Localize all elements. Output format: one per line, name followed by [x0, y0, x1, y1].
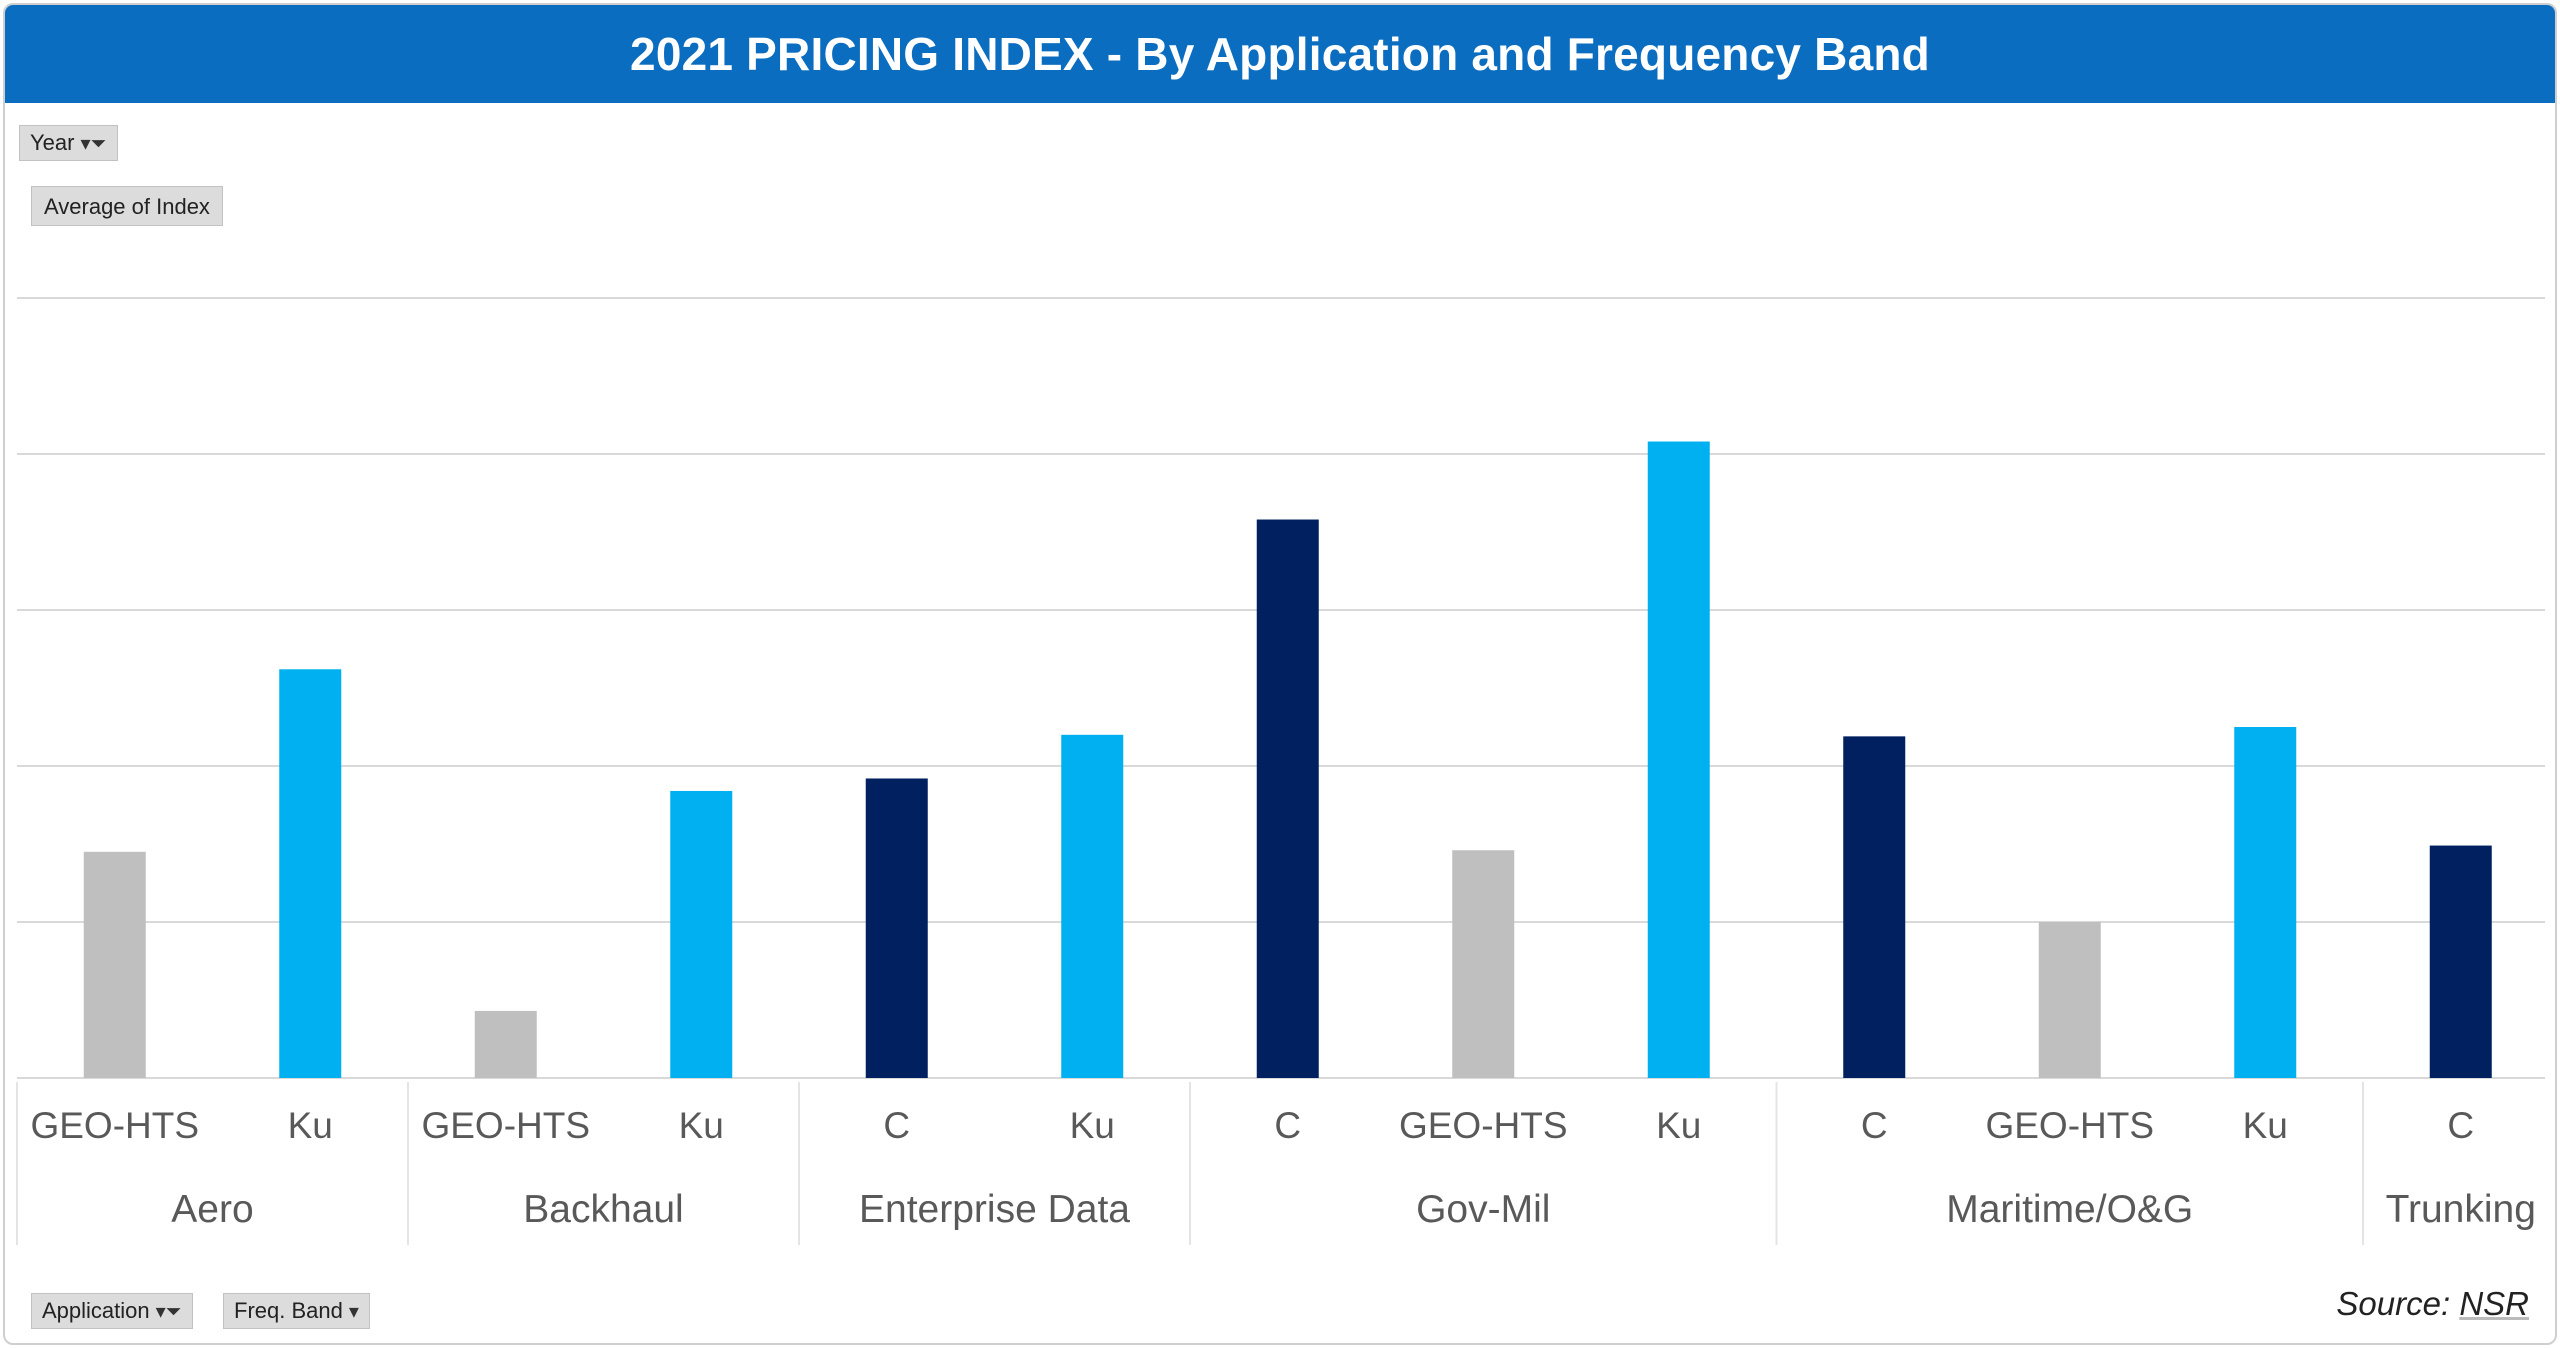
year-filter-label: Year: [30, 130, 75, 155]
bar[interactable]: [83, 851, 146, 1078]
bar[interactable]: [865, 778, 928, 1078]
group-axis-label: Trunking: [2386, 1188, 2536, 1231]
bar[interactable]: [1843, 736, 1906, 1078]
source-note: Source: NSR: [2336, 1285, 2529, 1323]
category-tick-label: Ku: [1070, 1105, 1115, 1146]
average-of-index-label: Average of Index: [31, 186, 223, 226]
bar[interactable]: [1061, 734, 1124, 1078]
category-tick-label: Ku: [679, 1105, 724, 1146]
year-filter-button[interactable]: Year ▾⏷: [19, 125, 118, 161]
group-axis-label: Enterprise Data: [859, 1188, 1130, 1231]
source-name: NSR: [2459, 1285, 2529, 1322]
filter-icon: ▾⏷: [155, 1300, 182, 1323]
bar[interactable]: [474, 1010, 537, 1078]
filter-icon: ▾⏷: [80, 132, 107, 155]
group-axis-label: Maritime/O&G: [1946, 1188, 2193, 1231]
bar[interactable]: [1647, 441, 1710, 1078]
bar[interactable]: [1256, 519, 1319, 1078]
group-axis-label: Gov-Mil: [1416, 1188, 1550, 1231]
category-tick-label: GEO-HTS: [421, 1105, 590, 1146]
chevron-down-icon: ▾: [348, 1300, 359, 1323]
bar[interactable]: [2429, 845, 2492, 1078]
application-filter-label: Application: [42, 1298, 150, 1323]
bar-chart: GEO-HTS Ku Aero GEO-HTS Ku Backhaul C Ku Enterpr…: [16, 297, 2545, 1245]
category-tick-label: C: [883, 1105, 910, 1146]
bar[interactable]: [279, 669, 342, 1078]
category-tick-label: C: [1274, 1105, 1301, 1146]
chart-title: 2021 PRICING INDEX - By Application and …: [630, 28, 1930, 80]
group-axis-label: Aero: [171, 1188, 253, 1231]
category-tick-label: GEO-HTS: [1399, 1105, 1568, 1146]
category-tick-label: GEO-HTS: [1985, 1105, 2154, 1146]
chart-title-bar: 2021 PRICING INDEX - By Application and …: [5, 5, 2555, 103]
freq-band-dropdown[interactable]: Freq. Band ▾: [223, 1293, 370, 1329]
group-axis-label: Backhaul: [523, 1188, 683, 1231]
application-filter-button[interactable]: Application ▾⏷: [31, 1293, 193, 1329]
category-tick-label: Ku: [288, 1105, 333, 1146]
bar[interactable]: [2038, 922, 2101, 1078]
category-tick-label: Ku: [1656, 1105, 1701, 1146]
category-tick-label: C: [2447, 1105, 2474, 1146]
category-tick-label: C: [1861, 1105, 1888, 1146]
chart-frame: 2021 PRICING INDEX - By Application and …: [3, 3, 2557, 1345]
category-tick-label: Ku: [2243, 1105, 2288, 1146]
bar[interactable]: [1452, 850, 1515, 1078]
bar[interactable]: [670, 790, 733, 1078]
freq-band-label: Freq. Band: [234, 1298, 343, 1323]
category-tick-label: GEO-HTS: [30, 1105, 199, 1146]
bar[interactable]: [2234, 727, 2297, 1078]
source-prefix: Source:: [2336, 1285, 2451, 1322]
